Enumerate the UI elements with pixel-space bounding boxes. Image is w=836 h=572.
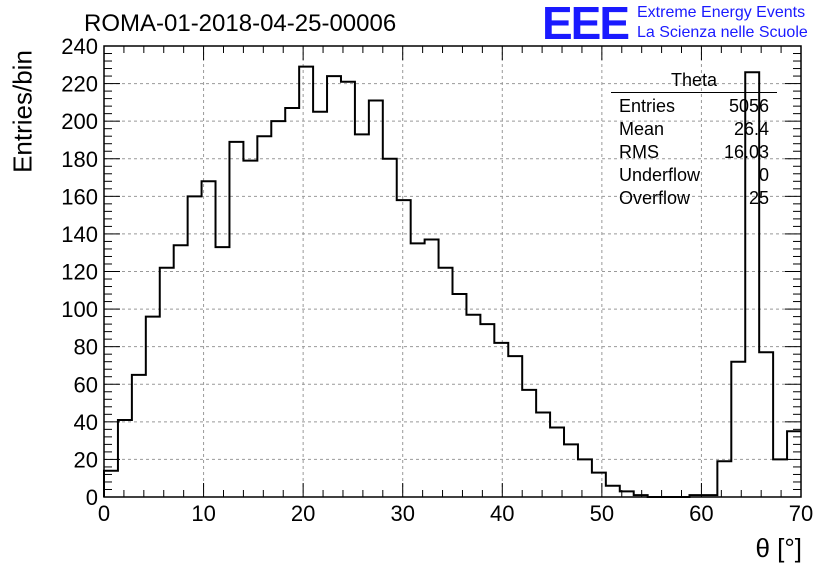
- histogram-bin: [299, 67, 313, 497]
- histogram-bin: [480, 324, 494, 497]
- histogram-bin: [411, 243, 425, 497]
- histogram-bin: [243, 161, 257, 497]
- y-tick-label: 200: [61, 109, 98, 134]
- stats-value: 0: [758, 165, 769, 185]
- stats-value: 26.4: [733, 119, 769, 139]
- x-tick-label: 0: [98, 501, 110, 526]
- stats-label: Entries: [619, 96, 676, 116]
- y-tick-label: 180: [61, 147, 98, 172]
- histogram-bin: [759, 352, 773, 497]
- histogram-bin: [439, 268, 453, 497]
- stats-label: Underflow: [619, 165, 701, 185]
- x-tick-label: 70: [789, 501, 813, 526]
- histogram-bin: [592, 473, 606, 497]
- x-tick-label: 40: [490, 501, 514, 526]
- histogram-bin: [522, 390, 536, 497]
- x-tick-label: 30: [390, 501, 414, 526]
- chart-title: ROMA-01-2018-04-25-00006: [84, 10, 397, 37]
- stats-row-underflow: Underflow 0: [611, 164, 777, 187]
- stats-box: Theta Entries 5056 Mean 26.4 RMS 16.03 U…: [611, 70, 777, 210]
- histogram-bin: [508, 356, 522, 497]
- histogram-bin: [271, 121, 285, 497]
- y-tick-label: 160: [61, 184, 98, 209]
- histogram-bin: [494, 343, 508, 497]
- histogram-bin: [369, 100, 383, 497]
- stats-row-mean: Mean 26.4: [611, 118, 777, 141]
- histogram-bin: [229, 142, 243, 497]
- histogram-bin: [466, 315, 480, 497]
- logo-text: Extreme Energy Events La Scienza nelle S…: [637, 3, 808, 43]
- histogram-bin: [550, 427, 564, 497]
- histogram-bin: [425, 240, 439, 497]
- x-tick-label: 60: [689, 501, 713, 526]
- y-tick-label: 20: [74, 447, 98, 472]
- histogram-bin: [397, 200, 411, 497]
- histogram-bin: [787, 431, 801, 497]
- histogram-bin: [146, 317, 160, 497]
- stats-label: RMS: [619, 142, 659, 162]
- y-tick-label: 140: [61, 222, 98, 247]
- histogram-bin: [202, 181, 216, 497]
- y-tick-label: 120: [61, 260, 98, 285]
- histogram-bin: [327, 76, 341, 497]
- logo-line-1: Extreme Energy Events: [637, 4, 806, 21]
- histogram-bin: [160, 268, 174, 497]
- x-tick-label: 20: [291, 501, 315, 526]
- histogram-bin: [132, 375, 146, 497]
- stats-header: Theta: [611, 70, 777, 93]
- histogram-bin: [341, 82, 355, 497]
- histogram-bin: [355, 134, 369, 497]
- x-tick-label: 50: [590, 501, 614, 526]
- histogram-bin: [717, 461, 731, 497]
- histogram-bin: [564, 444, 578, 497]
- histogram-bin: [578, 459, 592, 497]
- stats-value: 16.03: [723, 142, 769, 162]
- x-axis-label: θ [°]: [755, 533, 802, 563]
- stats-label: Mean: [619, 119, 665, 139]
- histogram-bin: [118, 420, 132, 497]
- histogram-bin: [216, 247, 230, 497]
- stats-row-overflow: Overflow 25: [611, 187, 777, 210]
- histogram-bin: [536, 412, 550, 497]
- histogram-bin: [606, 486, 620, 497]
- stats-value: 5056: [728, 96, 769, 116]
- y-tick-label: 60: [74, 372, 98, 397]
- histogram-bin: [773, 459, 787, 497]
- histogram-bin: [285, 108, 299, 497]
- histogram-bin: [453, 294, 467, 497]
- y-tick-label: 100: [61, 297, 98, 322]
- histogram-bin: [383, 159, 397, 497]
- y-tick-label: 80: [74, 335, 98, 360]
- histogram-bin: [174, 245, 188, 497]
- histogram-bin: [731, 362, 745, 497]
- histogram-bin: [257, 136, 271, 497]
- stats-row-entries: Entries 5056: [611, 95, 777, 118]
- eee-logo: EEE: [542, 0, 630, 49]
- x-tick-label: 10: [191, 501, 215, 526]
- stats-label: Overflow: [619, 188, 691, 208]
- y-tick-label: 40: [74, 410, 98, 435]
- y-tick-label: 0: [86, 485, 98, 510]
- stats-value: 25: [748, 188, 769, 208]
- y-tick-label: 220: [61, 72, 98, 97]
- y-axis-label: Entries/bin: [7, 50, 38, 173]
- histogram-bin: [188, 196, 202, 497]
- logo-line-2: La Scienza nelle Scuole: [637, 24, 808, 41]
- histogram-bin: [313, 112, 327, 497]
- stats-row-rms: RMS 16.03: [611, 141, 777, 164]
- y-tick-label: 240: [61, 34, 98, 59]
